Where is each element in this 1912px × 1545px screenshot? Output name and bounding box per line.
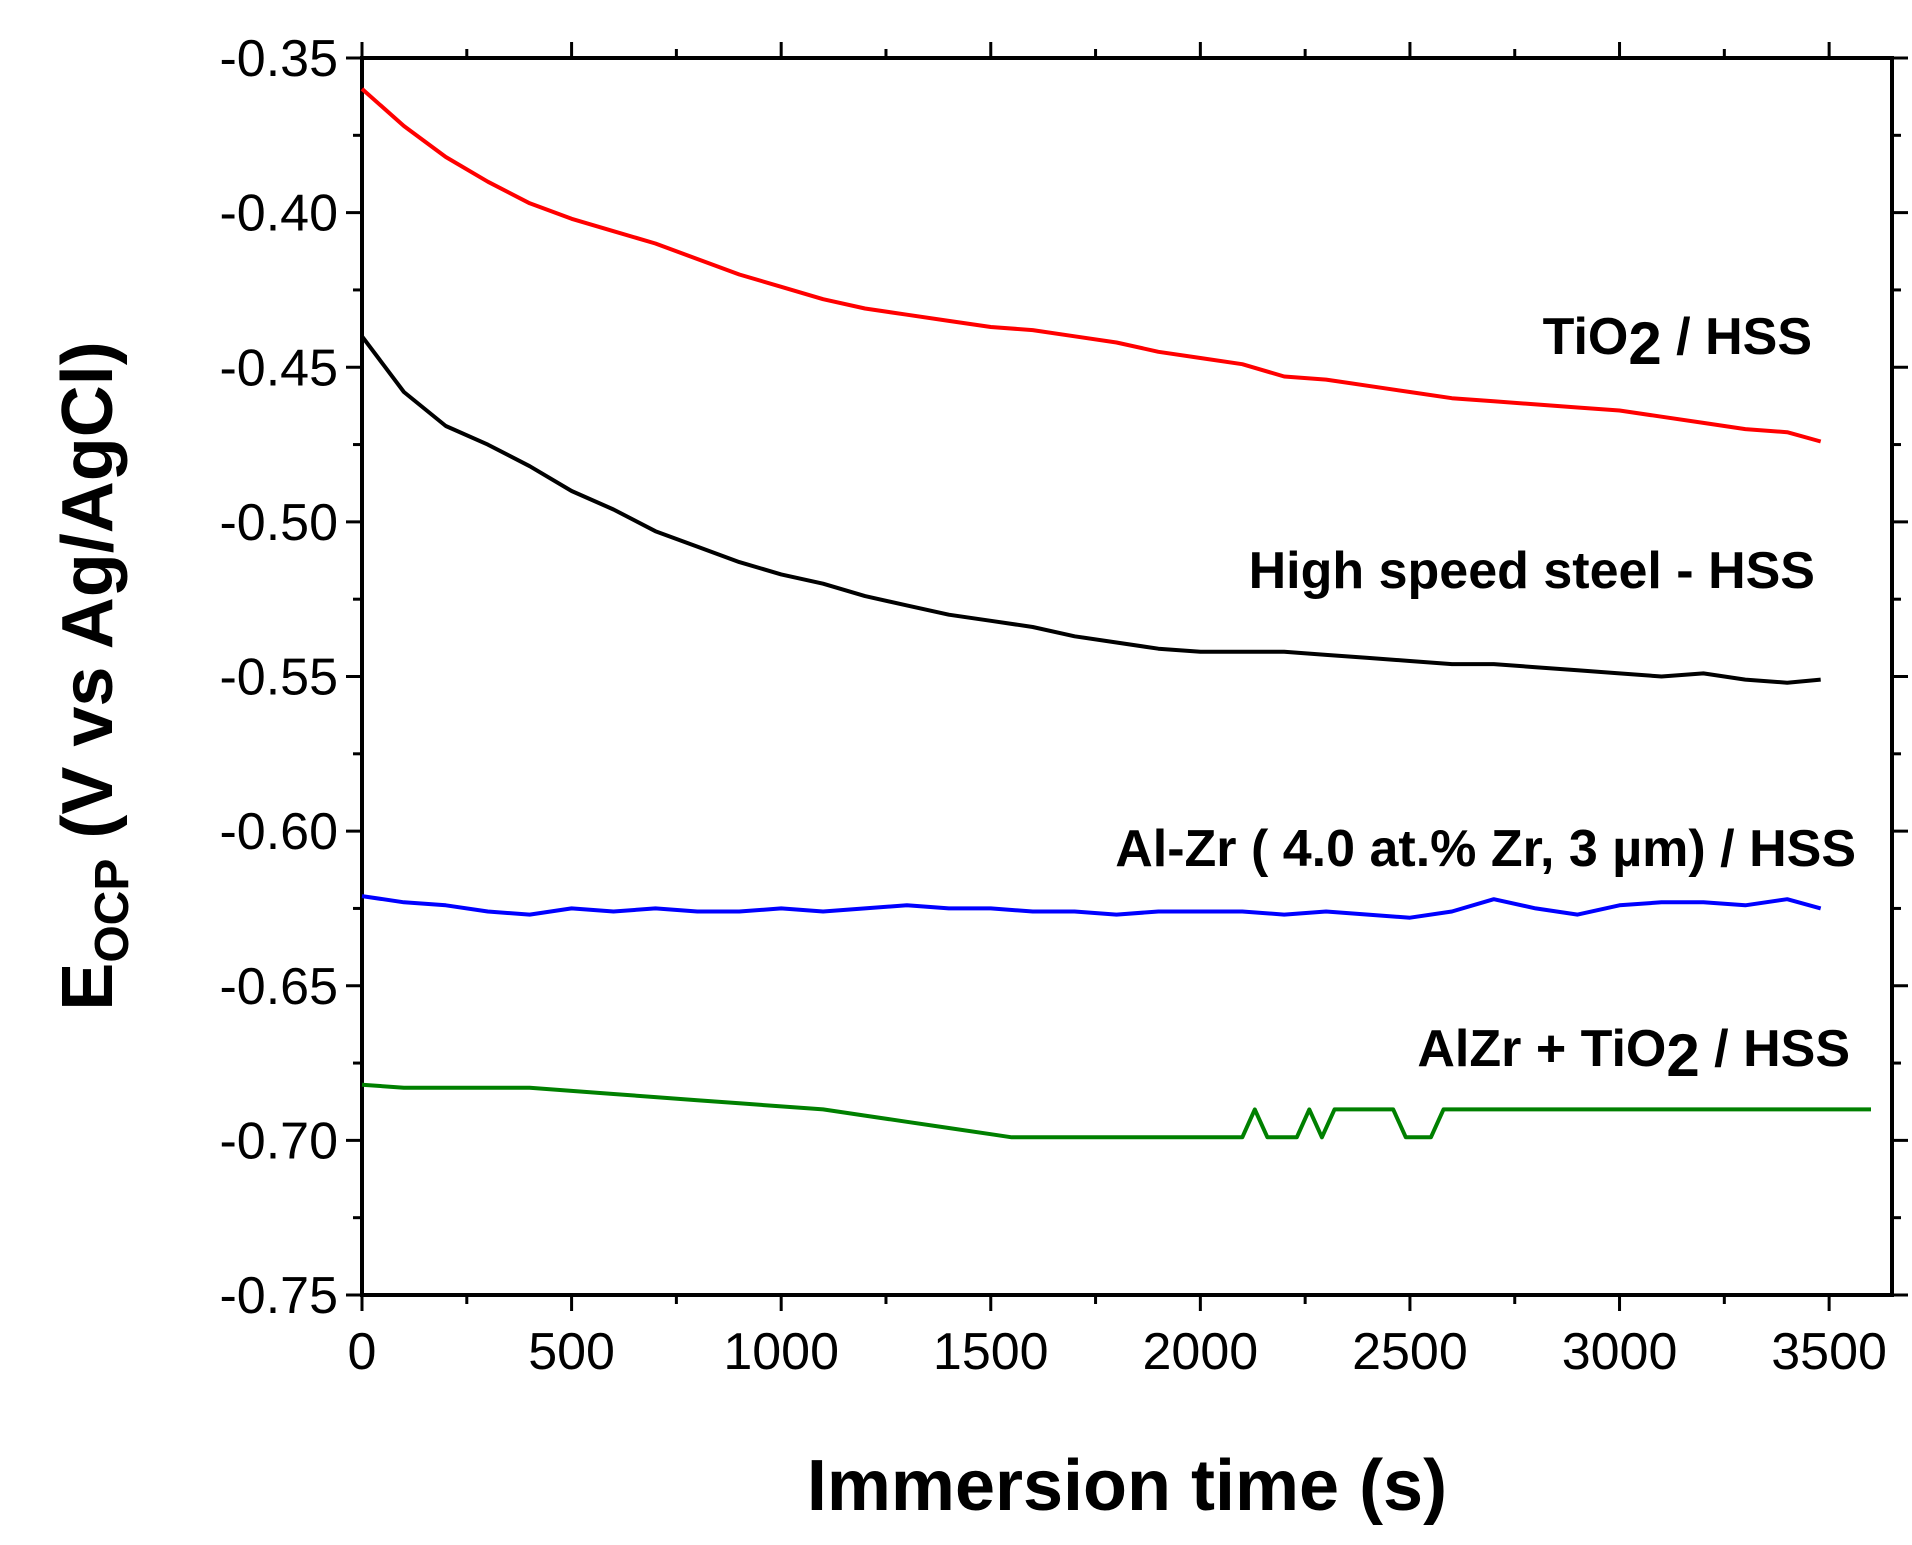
x-tick-label: 2500 [1352,1323,1468,1381]
series-line-2 [361,894,1822,920]
axis-tick-labels: 0 500 1000 1500 2000 2500 3000 3500 -0.35 -0.40 -0… [219,30,1886,1381]
series-line-3 [361,1082,1871,1140]
x-tick-label: 3500 [1771,1323,1887,1381]
y-tick-label: -0.75 [219,1267,338,1325]
x-axis-title: Immersion time (s) [807,1446,1447,1526]
y-axis-title: EOCP (V vs Ag/AgCl) [48,341,139,1010]
y-axis-title-main: E [48,963,128,1011]
series-lines [360,87,1871,1140]
x-tick-label: 500 [528,1323,615,1381]
y-tick-label: -0.55 [219,649,338,707]
series-label-0: TiO2 / HSS [1543,308,1812,377]
series-label-3: AlZr + TiO2 / HSS [1417,1020,1850,1089]
y-tick-label: -0.40 [219,185,338,243]
series-label-1: High speed steel - HSS [1249,542,1815,600]
x-tick-label: 2000 [1143,1323,1259,1381]
series-line-1 [360,335,1821,685]
y-axis-title-rest: (V vs Ag/AgCl) [48,341,128,858]
y-tick-label: -0.35 [219,30,338,88]
y-tick-label: -0.60 [219,803,338,861]
y-tick-label: -0.70 [219,1112,338,1170]
x-tick-label: 1500 [933,1323,1049,1381]
series-labels: TiO2 / HSS High speed steel - HSS Al-Zr ( … [1115,308,1856,1089]
x-tick-label: 0 [348,1323,377,1381]
series-label-2: Al-Zr ( 4.0 at.% Zr, 3 µm) / HSS [1115,820,1856,878]
axis-ticks [346,42,1908,1311]
y-axis-title-sub: OCP [86,859,139,963]
y-tick-label: -0.65 [219,958,338,1016]
x-tick-label: 1000 [723,1323,839,1381]
y-tick-label: -0.50 [219,494,338,552]
y-tick-label: -0.45 [219,339,338,397]
x-tick-label: 3000 [1562,1323,1678,1381]
series-line-0 [360,87,1822,444]
